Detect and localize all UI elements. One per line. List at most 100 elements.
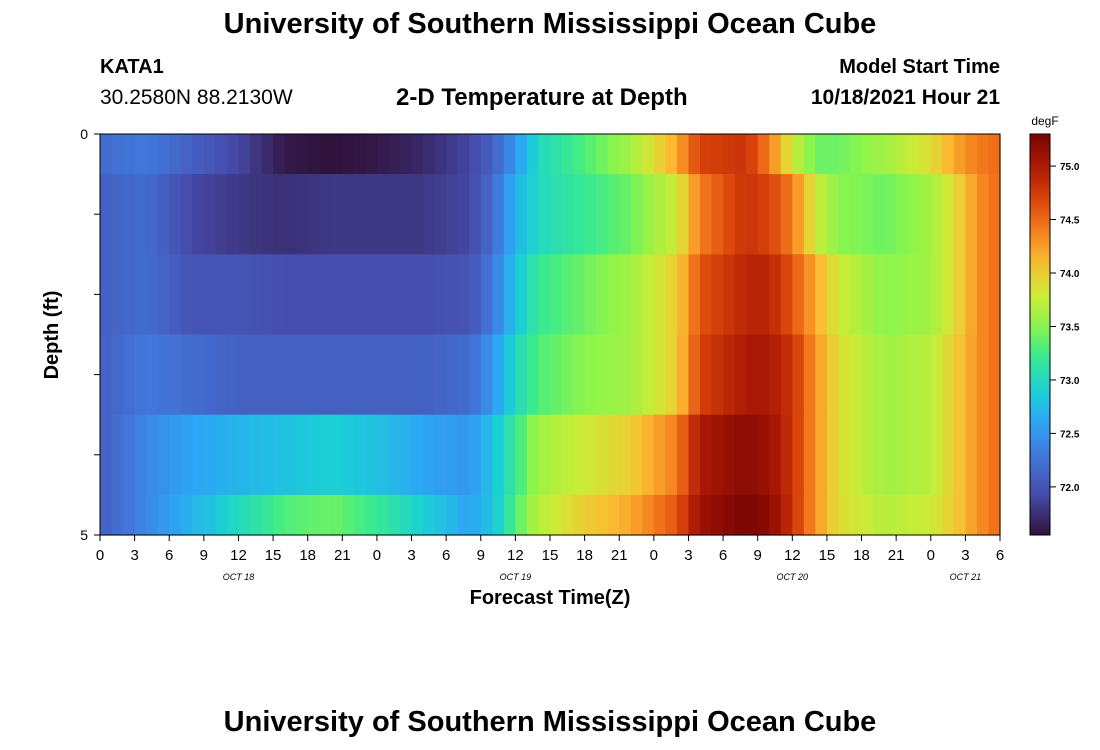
- heatmap-cell: [884, 174, 897, 255]
- heatmap-cell: [284, 254, 297, 336]
- heatmap-cell: [873, 134, 886, 175]
- heatmap-cell: [573, 134, 586, 175]
- heatmap-cell: [480, 494, 493, 536]
- heatmap-cell: [861, 334, 874, 416]
- heatmap-cell: [469, 134, 482, 175]
- heatmap-cells: [100, 134, 1001, 536]
- station-id: KATA1: [100, 56, 164, 78]
- heatmap-cell: [434, 174, 447, 255]
- heatmap-cell: [503, 494, 516, 536]
- heatmap-cell: [169, 494, 182, 536]
- heatmap-cell: [815, 494, 828, 536]
- heatmap-cell: [157, 254, 170, 336]
- heatmap-cell: [803, 134, 816, 175]
- heatmap-cell: [630, 134, 643, 175]
- heatmap-cell: [630, 334, 643, 416]
- heatmap-cell: [434, 414, 447, 496]
- heatmap-cell: [826, 174, 840, 255]
- heatmap-cell: [665, 134, 678, 175]
- heatmap-cell: [757, 494, 770, 536]
- heatmap-cell: [884, 414, 897, 496]
- heatmap-cell: [480, 174, 493, 255]
- heatmap-cell: [815, 254, 828, 336]
- footer-title: University of Southern Mississippi Ocean…: [223, 706, 877, 738]
- heatmap-cell: [215, 414, 228, 496]
- heatmap-cell: [873, 254, 886, 336]
- heatmap-cell: [711, 414, 724, 496]
- heatmap-cell: [780, 174, 793, 255]
- y-axis-label: Depth (ft): [41, 291, 63, 380]
- heatmap-cell: [988, 134, 1001, 175]
- heatmap-cell: [423, 174, 436, 255]
- heatmap-cell: [203, 334, 216, 416]
- heatmap-cell: [330, 334, 343, 416]
- heatmap-cell: [146, 174, 159, 255]
- heatmap-cell: [734, 494, 747, 536]
- heatmap-cell: [203, 414, 216, 496]
- heatmap-cell: [896, 494, 909, 536]
- heatmap-cell: [192, 494, 205, 536]
- heatmap-cell: [296, 414, 309, 496]
- heatmap-cell: [734, 254, 747, 336]
- heatmap-cell: [953, 174, 966, 255]
- heatmap-cell: [688, 254, 701, 336]
- heatmap-cell: [515, 414, 528, 496]
- heatmap-cell: [700, 334, 713, 416]
- heatmap-cell: [815, 334, 828, 416]
- heatmap-cell: [942, 254, 955, 336]
- heatmap-cell: [146, 334, 159, 416]
- heatmap-cell: [538, 254, 551, 336]
- heatmap-cell: [376, 174, 390, 255]
- heatmap-cell: [561, 254, 574, 336]
- heatmap-cell: [942, 494, 955, 536]
- heatmap-cell: [561, 134, 574, 175]
- heatmap-cell: [388, 414, 401, 496]
- heatmap-cell: [780, 414, 793, 496]
- heatmap-cell: [619, 174, 632, 255]
- heatmap-cell: [203, 174, 216, 255]
- heatmap-cell: [619, 254, 632, 336]
- heatmap-cell: [353, 494, 366, 536]
- heatmap-cell: [884, 254, 897, 336]
- heatmap-cell: [330, 134, 343, 175]
- heatmap-cell: [123, 134, 136, 175]
- x-tick-label: 15: [819, 547, 836, 564]
- heatmap-cell: [757, 174, 770, 255]
- heatmap-cell: [180, 254, 193, 336]
- heatmap-cell: [215, 334, 228, 416]
- heatmap-cell: [376, 414, 390, 496]
- heatmap-cell: [988, 334, 1001, 416]
- heatmap-cell: [976, 414, 990, 496]
- colorbar-tick-label: 75.0: [1060, 162, 1080, 173]
- heatmap-cell: [965, 494, 978, 536]
- heatmap-cell: [665, 254, 678, 336]
- x-tick-label: 12: [784, 547, 801, 564]
- heatmap-cell: [734, 334, 747, 416]
- heatmap-cell: [769, 334, 782, 416]
- heatmap-cell: [515, 254, 528, 336]
- heatmap-cell: [261, 494, 274, 536]
- heatmap-cell: [919, 414, 932, 496]
- x-tick-label: 12: [230, 547, 247, 564]
- heatmap-cell: [873, 414, 886, 496]
- heatmap-cell: [411, 254, 424, 336]
- heatmap-cell: [226, 254, 240, 336]
- heatmap-cell: [388, 174, 401, 255]
- heatmap-cell: [826, 254, 840, 336]
- heatmap-cell: [550, 254, 563, 336]
- heatmap-cell: [653, 254, 666, 336]
- heatmap-cell: [642, 174, 655, 255]
- x-tick-label: 3: [130, 547, 138, 564]
- colorbar-unit-label: degF: [1031, 114, 1058, 128]
- x-axis-label: Forecast Time(Z): [470, 587, 631, 609]
- heatmap-cell: [203, 134, 216, 175]
- heatmap-cell: [423, 494, 436, 536]
- heatmap-cell: [538, 174, 551, 255]
- heatmap-cell: [342, 334, 355, 416]
- heatmap-cell: [180, 414, 193, 496]
- heatmap-cell: [930, 134, 943, 175]
- heatmap-cell: [538, 414, 551, 496]
- heatmap-cell: [803, 174, 816, 255]
- heatmap-cell: [630, 494, 643, 536]
- heatmap-cell: [676, 134, 690, 175]
